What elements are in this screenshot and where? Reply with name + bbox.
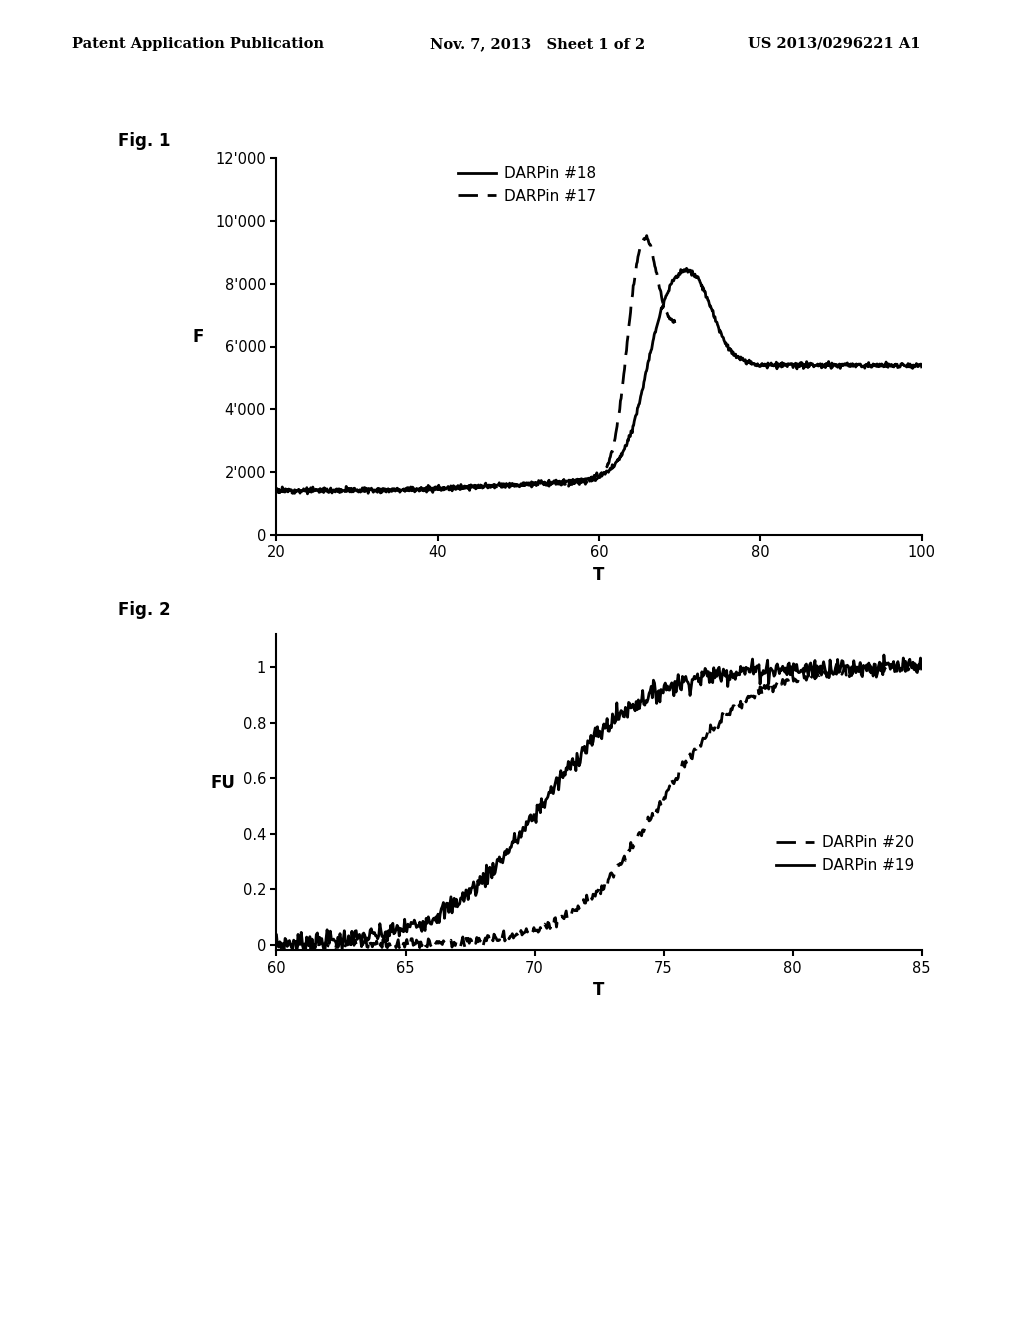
- Legend: DARPin #20, DARPin #19: DARPin #20, DARPin #19: [776, 836, 914, 873]
- Text: Fig. 2: Fig. 2: [118, 601, 170, 619]
- Text: Nov. 7, 2013   Sheet 1 of 2: Nov. 7, 2013 Sheet 1 of 2: [430, 37, 645, 51]
- X-axis label: T: T: [593, 981, 605, 999]
- Text: US 2013/0296221 A1: US 2013/0296221 A1: [748, 37, 920, 51]
- X-axis label: T: T: [593, 565, 605, 583]
- Y-axis label: F: F: [193, 329, 205, 346]
- Legend: DARPin #18, DARPin #17: DARPin #18, DARPin #17: [459, 166, 596, 203]
- Text: Patent Application Publication: Patent Application Publication: [72, 37, 324, 51]
- Y-axis label: FU: FU: [211, 774, 236, 792]
- Text: Fig. 1: Fig. 1: [118, 132, 170, 150]
